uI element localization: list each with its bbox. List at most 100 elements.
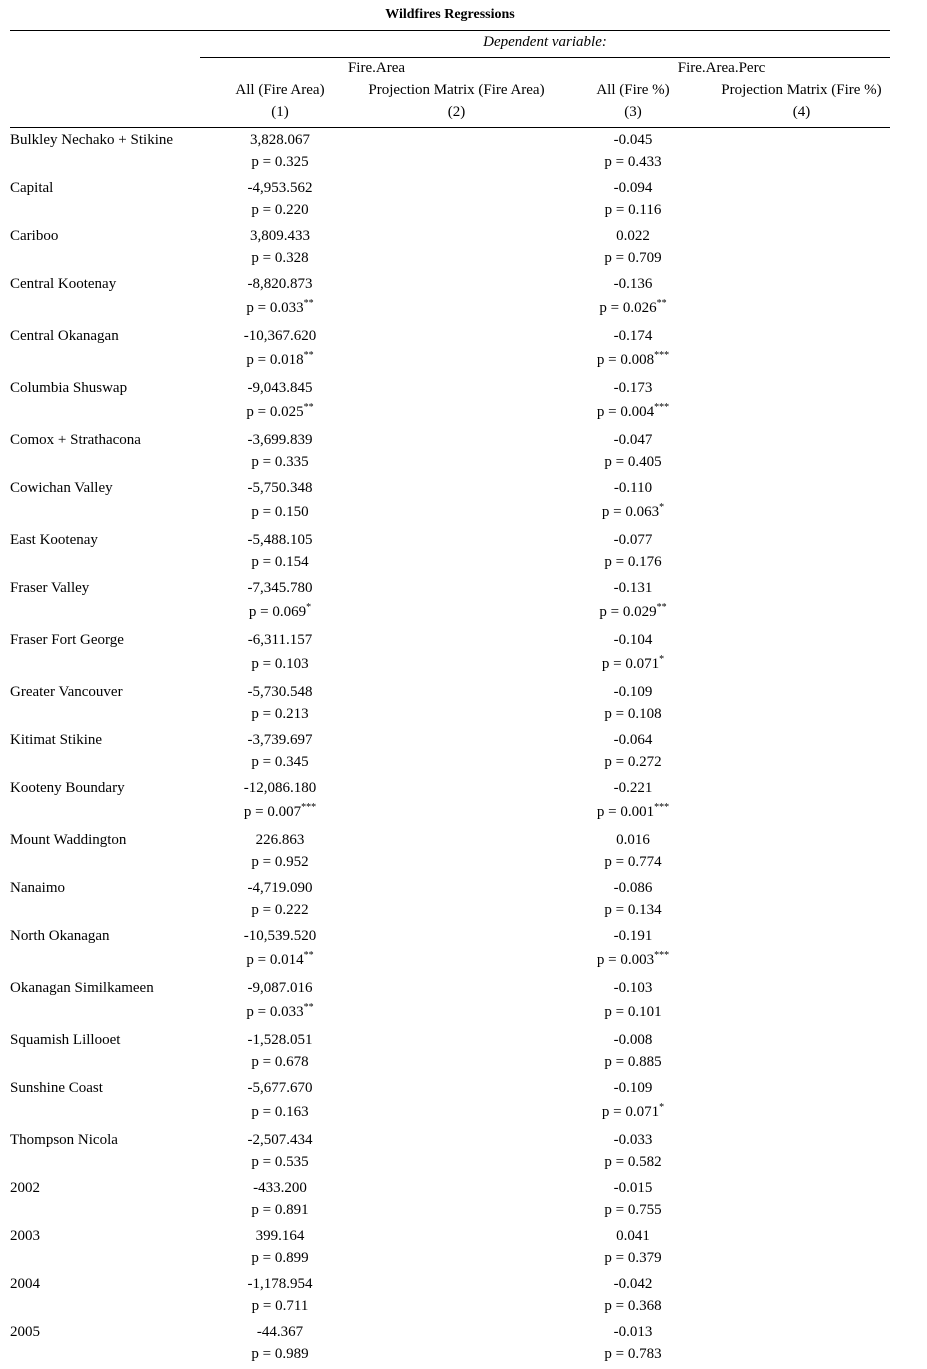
p-value: p = 0.535 bbox=[200, 1151, 360, 1173]
p-value: p = 0.154 bbox=[200, 551, 360, 573]
table-row: Columbia Shuswap -9,043.845 p = 0.025** -0.… bbox=[10, 377, 890, 425]
col-1-cell: -2,507.434 p = 0.535 bbox=[200, 1129, 360, 1173]
table-title: Wildfires Regressions bbox=[385, 7, 515, 22]
col-4-cell bbox=[713, 829, 890, 873]
p-value: p = 0.335 bbox=[200, 451, 360, 473]
col-3-cell: -0.221 p = 0.001*** bbox=[553, 777, 713, 825]
p-value: p = 0.272 bbox=[553, 751, 713, 773]
p-value-text: p = 0.004 bbox=[596, 404, 655, 420]
coefficient: -2,507.434 bbox=[247, 1132, 313, 1148]
col-1-cell: -8,820.873 p = 0.033** bbox=[200, 273, 360, 321]
col-1-cell: -433.200 p = 0.891 bbox=[200, 1177, 360, 1221]
significance-stars: *** bbox=[654, 950, 670, 961]
row-label: 2004 bbox=[10, 1276, 40, 1292]
p-value: p = 0.063* bbox=[553, 499, 713, 525]
table-row: Cowichan Valley -5,750.348 p = 0.150 -0.110… bbox=[10, 477, 890, 525]
p-value: p = 0.108 bbox=[553, 703, 713, 725]
col-2-cell bbox=[360, 1273, 553, 1317]
coefficient: -1,528.051 bbox=[247, 1032, 313, 1048]
p-value-text: p = 0.433 bbox=[604, 154, 662, 170]
p-value: p = 0.018** bbox=[200, 347, 360, 373]
p-value-text: p = 0.222 bbox=[251, 902, 309, 918]
col-3-cell: 0.022 p = 0.709 bbox=[553, 225, 713, 269]
col-3-cell: -0.008 p = 0.885 bbox=[553, 1029, 713, 1073]
col-3-cell: -0.109 p = 0.071* bbox=[553, 1077, 713, 1125]
col-3-cell: -0.047 p = 0.405 bbox=[553, 429, 713, 473]
col-2-cell bbox=[360, 377, 553, 425]
p-value-text: p = 0.071 bbox=[601, 1104, 660, 1120]
col-3-cell: -0.094 p = 0.116 bbox=[553, 177, 713, 221]
column-number-1: (1) bbox=[271, 104, 289, 120]
p-value: p = 0.004*** bbox=[553, 399, 713, 425]
col-1-cell: 3,828.067 p = 0.325 bbox=[200, 129, 360, 173]
p-value-text: p = 0.755 bbox=[604, 1202, 662, 1218]
p-value-text: p = 0.069 bbox=[248, 604, 307, 620]
coefficient: -0.064 bbox=[613, 732, 653, 748]
coefficient: -0.033 bbox=[613, 1132, 653, 1148]
col-3-cell: -0.013 p = 0.783 bbox=[553, 1321, 713, 1365]
significance-stars: ** bbox=[303, 402, 314, 413]
p-value-text: p = 0.176 bbox=[604, 554, 662, 570]
coefficient: -0.136 bbox=[613, 276, 653, 292]
p-value: p = 0.150 bbox=[200, 499, 360, 525]
col-4-cell bbox=[713, 1177, 890, 1221]
p-value-text: p = 0.325 bbox=[251, 154, 309, 170]
p-value: p = 0.379 bbox=[553, 1247, 713, 1269]
p-value-text: p = 0.368 bbox=[604, 1298, 662, 1314]
col-3-cell: -0.045 p = 0.433 bbox=[553, 129, 713, 173]
coefficient: -0.191 bbox=[613, 928, 653, 944]
significance-stars: *** bbox=[654, 802, 670, 813]
row-label: 2005 bbox=[10, 1324, 40, 1340]
table-row: Kooteny Boundary -12,086.180 p = 0.007*** -… bbox=[10, 777, 890, 825]
row-label: Bulkley Nechako + Stikine bbox=[10, 132, 174, 148]
col-3-cell: 0.041 p = 0.379 bbox=[553, 1225, 713, 1269]
col-1-cell: -3,739.697 p = 0.345 bbox=[200, 729, 360, 773]
col-4-cell bbox=[713, 629, 890, 677]
p-value-text: p = 0.101 bbox=[604, 1004, 662, 1020]
p-value: p = 0.368 bbox=[553, 1295, 713, 1317]
significance-stars: * bbox=[659, 502, 665, 513]
row-label: Capital bbox=[10, 180, 54, 196]
row-label: Cowichan Valley bbox=[10, 480, 113, 496]
coefficient: -0.013 bbox=[613, 1324, 653, 1340]
col-1-cell: -5,488.105 p = 0.154 bbox=[200, 529, 360, 573]
p-value: p = 0.213 bbox=[200, 703, 360, 725]
col-3-cell: -0.086 p = 0.134 bbox=[553, 877, 713, 921]
coefficient: -5,750.348 bbox=[247, 480, 313, 496]
p-value: p = 0.008*** bbox=[553, 347, 713, 373]
col-3-cell: -0.104 p = 0.071* bbox=[553, 629, 713, 677]
p-value-text: p = 0.001 bbox=[596, 804, 655, 820]
col-2-cell bbox=[360, 1321, 553, 1365]
col-2-cell bbox=[360, 177, 553, 221]
p-value-text: p = 0.033 bbox=[246, 300, 304, 316]
col-4-cell bbox=[713, 1273, 890, 1317]
col-1-cell: -9,043.845 p = 0.025** bbox=[200, 377, 360, 425]
coefficient: -433.200 bbox=[253, 1180, 307, 1196]
row-label: Nanaimo bbox=[10, 880, 65, 896]
coefficient: -0.104 bbox=[613, 632, 653, 648]
col-4-cell bbox=[713, 1077, 890, 1125]
coefficient: -7,345.780 bbox=[247, 580, 313, 596]
table-row: Greater Vancouver -5,730.548 p = 0.213 -0.1… bbox=[10, 681, 890, 725]
col-4-cell bbox=[713, 129, 890, 173]
col-4-cell bbox=[713, 977, 890, 1025]
coefficient: -9,043.845 bbox=[247, 380, 313, 396]
p-value-text: p = 0.163 bbox=[251, 1104, 309, 1120]
table-row: North Okanagan -10,539.520 p = 0.014** -0.1… bbox=[10, 925, 890, 973]
regression-table-body: Bulkley Nechako + Stikine 3,828.067 p = 0.… bbox=[10, 129, 890, 1369]
p-value: p = 0.711 bbox=[200, 1295, 360, 1317]
p-value: p = 0.220 bbox=[200, 199, 360, 221]
col-4-cell bbox=[713, 225, 890, 269]
col-2-cell bbox=[360, 629, 553, 677]
col-3-cell: -0.015 p = 0.755 bbox=[553, 1177, 713, 1221]
dependent-variable-rule bbox=[200, 57, 890, 58]
p-value-text: p = 0.989 bbox=[251, 1346, 309, 1362]
group-header-fire-area-perc: Fire.Area.Perc bbox=[677, 60, 766, 76]
p-value: p = 0.989 bbox=[200, 1343, 360, 1365]
table-row: Cariboo 3,809.433 p = 0.328 0.022 p = 0.709 bbox=[10, 225, 890, 269]
coefficient: -0.047 bbox=[613, 432, 653, 448]
p-value: p = 0.103 bbox=[200, 651, 360, 677]
p-value: p = 0.783 bbox=[553, 1343, 713, 1365]
row-label: Fraser Fort George bbox=[10, 632, 124, 648]
row-label: Comox + Strathacona bbox=[10, 432, 141, 448]
